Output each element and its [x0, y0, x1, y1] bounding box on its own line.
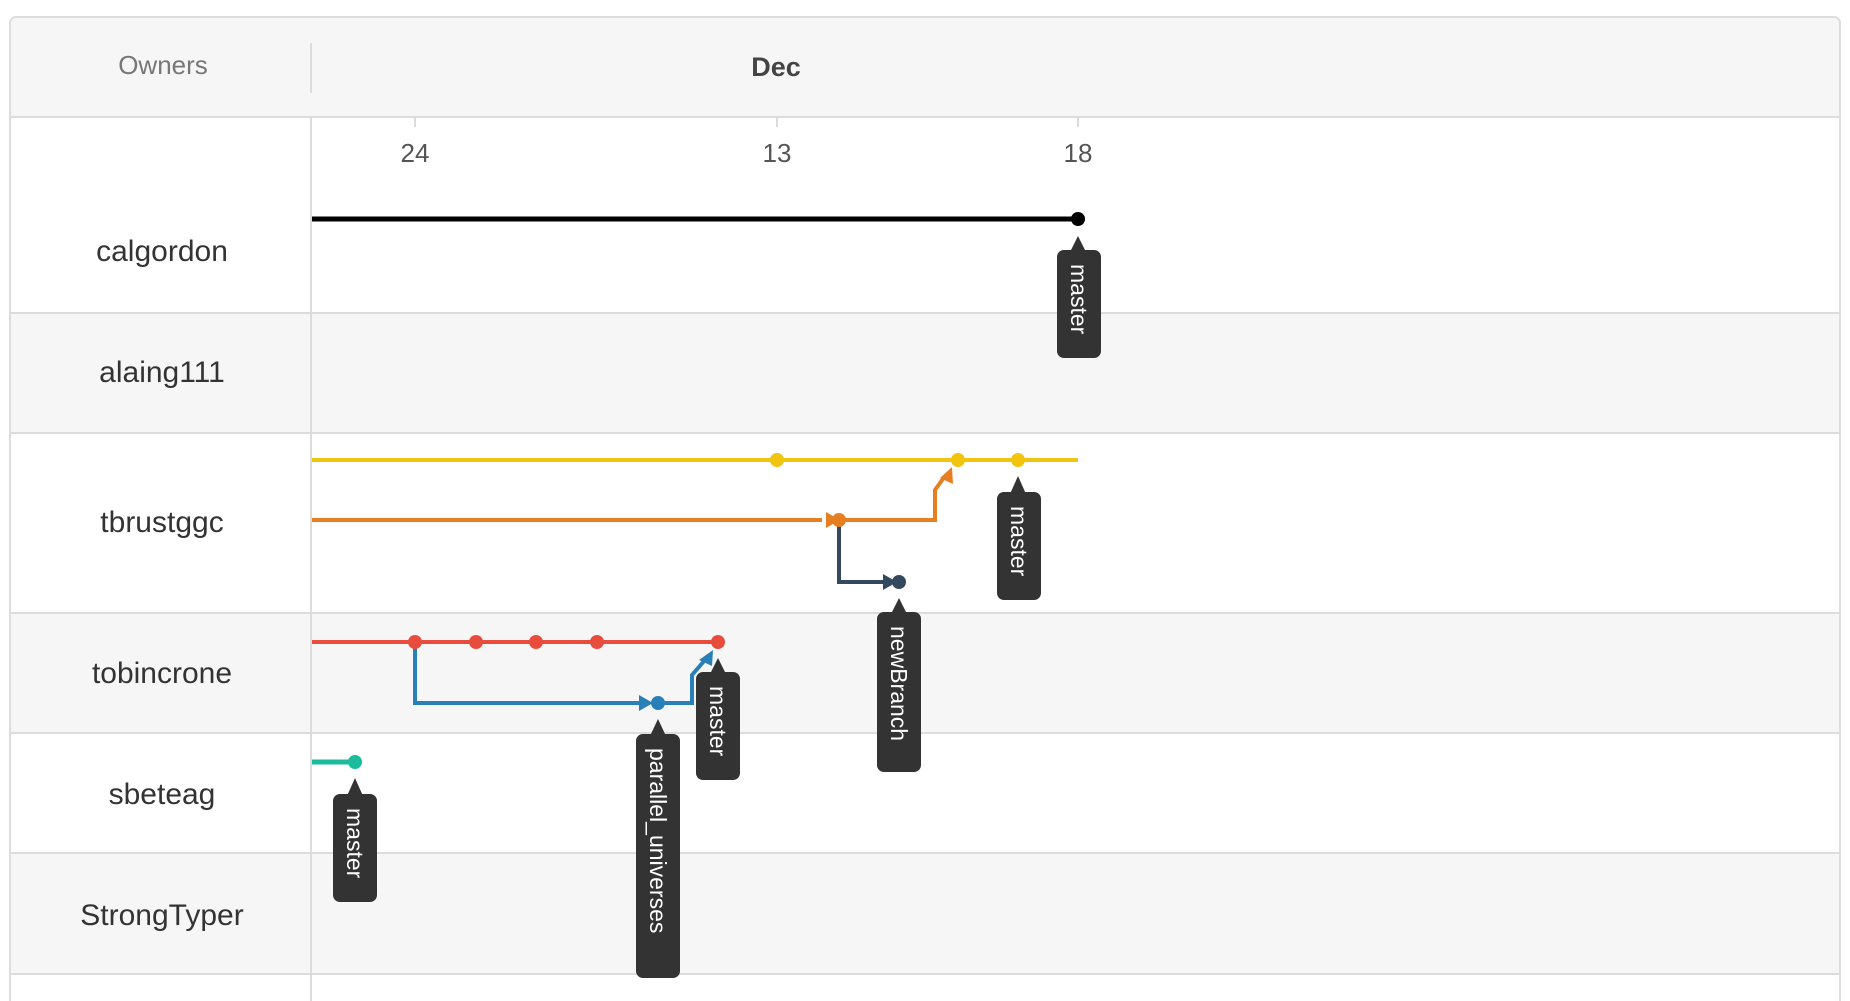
header-background [11, 18, 1839, 117]
commit-dot[interactable] [951, 453, 965, 467]
date-label: 13 [763, 138, 792, 168]
branch-label-text: master [705, 686, 731, 757]
branch-label-sbeteag-master[interactable]: master [333, 778, 377, 902]
owner-name-calgordon[interactable]: calgordon [96, 235, 228, 268]
branch-label-text: parallel_universes [645, 748, 671, 933]
parallel-arrow-head [639, 695, 653, 711]
row-band-strongtyper [11, 853, 1839, 973]
tbrustggc-merge-line [839, 474, 947, 522]
newbranch-arrow-head [883, 574, 897, 590]
merge-arrow-head [940, 467, 953, 484]
branch-label-text: newBranch [886, 626, 912, 741]
branch-label-calgordon-master[interactable]: master [1057, 236, 1101, 358]
commit-dot[interactable] [711, 635, 725, 649]
row-band-tobincrone [11, 613, 1839, 733]
commit-dot[interactable] [1071, 212, 1085, 226]
owner-name-tbrustggc[interactable]: tbrustggc [100, 506, 223, 539]
owners-column-header: Owners [118, 50, 208, 80]
row-band-alaing111 [11, 313, 1839, 433]
month-label: Dec [751, 52, 801, 82]
parallel-merge-line [658, 658, 707, 705]
commit-dot[interactable] [590, 635, 604, 649]
owner-name-alaing111[interactable]: alaing111 [99, 356, 225, 389]
branch-label-tobincrone-parallel-universes[interactable]: parallel_universes [636, 719, 680, 978]
newbranch-line [837, 520, 885, 584]
commit-dot[interactable] [529, 635, 543, 649]
branch-label-tbrustggc-master[interactable]: master [997, 476, 1041, 600]
date-label: 24 [401, 138, 430, 168]
commit-dot[interactable] [469, 635, 483, 649]
branch-label-tbrustggc-newbranch[interactable]: newBranch [877, 598, 921, 772]
owner-name-strongtyper[interactable]: StrongTyper [80, 899, 243, 932]
branch-label-tobincrone-master[interactable]: master [696, 658, 740, 780]
commit-dot[interactable] [770, 453, 784, 467]
commit-dot[interactable] [348, 755, 362, 769]
owner-name-sbeteag[interactable]: sbeteag [109, 778, 216, 811]
commit-dot[interactable] [1011, 453, 1025, 467]
branch-label-text: master [342, 808, 368, 879]
commit-dot[interactable] [832, 513, 846, 527]
date-label: 18 [1064, 138, 1093, 168]
owner-name-tobincrone[interactable]: tobincrone [92, 657, 232, 690]
commit-dot[interactable] [408, 635, 422, 649]
commit-dot[interactable] [892, 575, 906, 589]
parallel-merge-arrow-head [699, 650, 713, 666]
parallel-universes-line [413, 642, 641, 705]
commit-dot[interactable] [651, 696, 665, 710]
branch-label-text: master [1066, 264, 1092, 335]
branch-label-text: master [1006, 506, 1032, 577]
graph-frame [9, 16, 1841, 1001]
